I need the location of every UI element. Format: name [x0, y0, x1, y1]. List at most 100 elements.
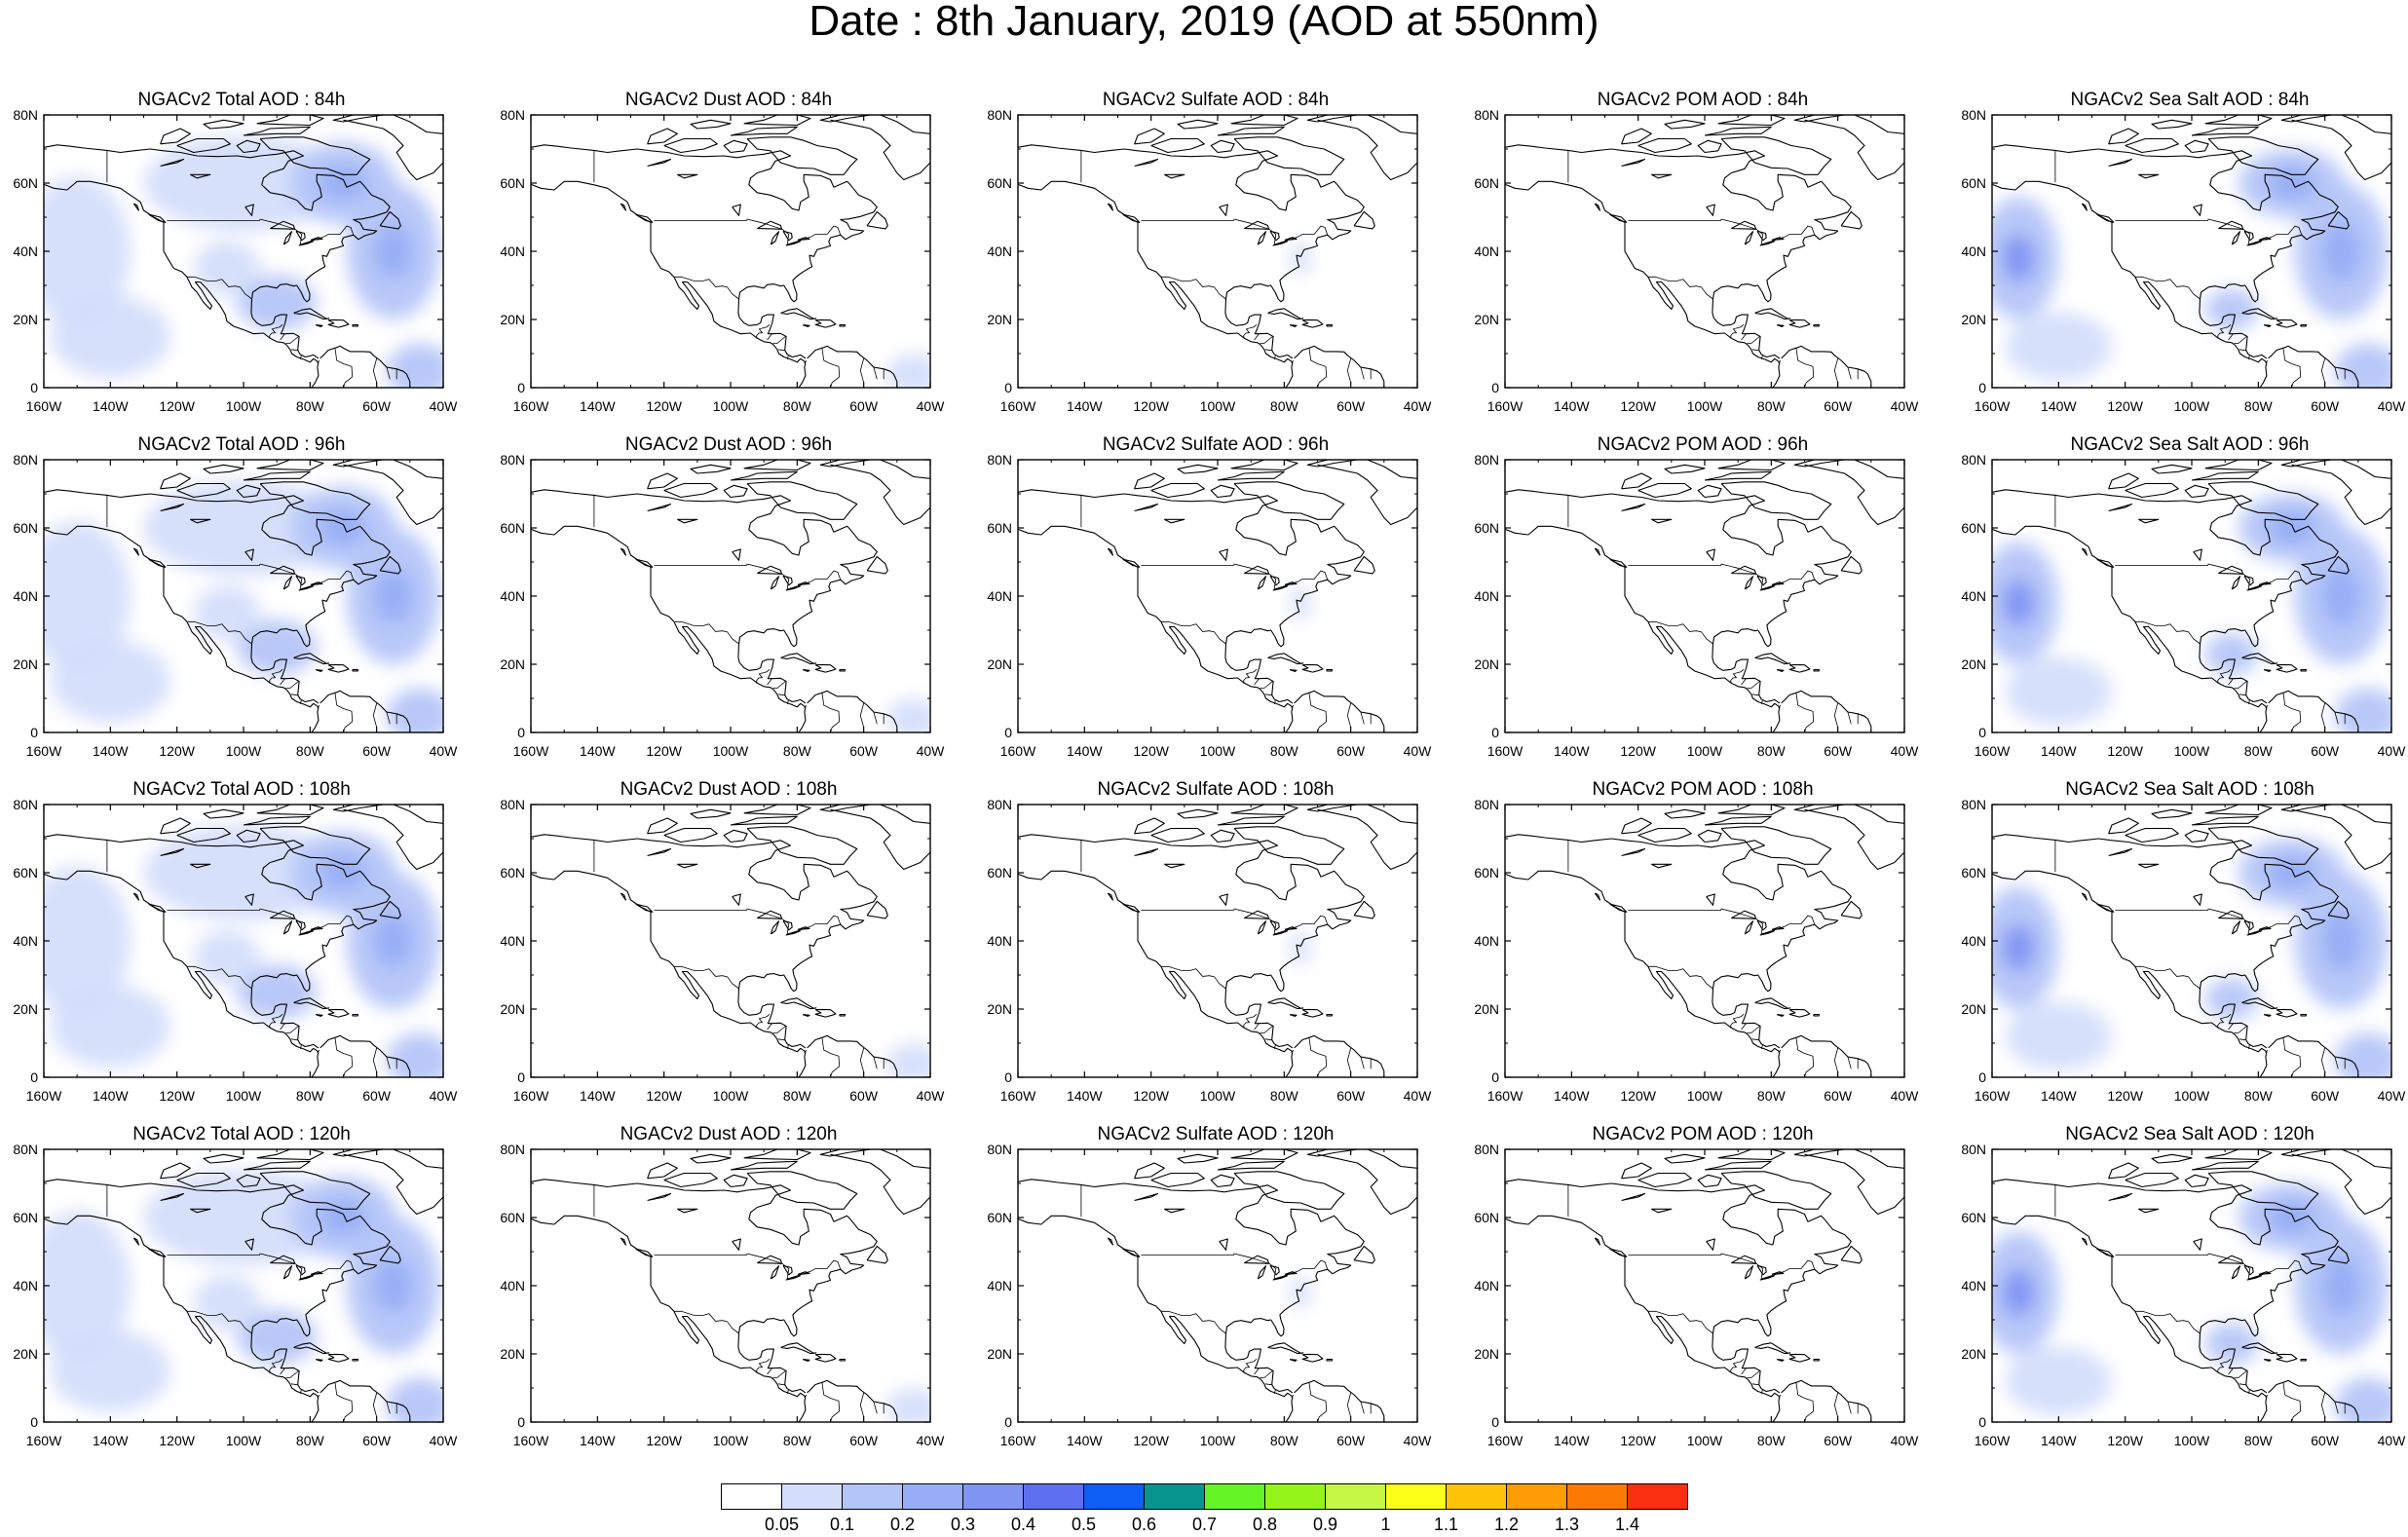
panel-title: NGACv2 Sea Salt AOD : 120h	[2065, 1124, 2314, 1144]
lon-tick-label: 120W	[1133, 398, 1169, 414]
lon-tick-label: 120W	[159, 398, 195, 414]
country-borders	[2054, 495, 2346, 732]
lon-tick-label: 140W	[2041, 398, 2077, 414]
aod-plume	[44, 1211, 131, 1361]
lon-tick-label: 60W	[362, 1088, 392, 1104]
aod-plume	[2005, 1002, 2112, 1070]
lon-tick-label: 140W	[2041, 1088, 2077, 1104]
panel-title: NGACv2 Total AOD : 84h	[137, 90, 346, 110]
lat-tick-label: 80N	[1961, 1143, 1986, 1157]
lat-tick-label: 80N	[500, 799, 525, 812]
lon-tick-label: 80W	[296, 1088, 325, 1104]
colorbar-label: 0.8	[1253, 1515, 1277, 1532]
lon-tick-label: 120W	[159, 743, 195, 759]
aod-plume	[886, 1043, 930, 1077]
lat-tick-label: 40N	[987, 933, 1012, 949]
panel-title: NGACv2 Total AOD : 120h	[132, 1124, 351, 1144]
lon-tick-label: 40W	[1891, 398, 1920, 414]
lat-tick-label: 80N	[1474, 454, 1499, 468]
panel-title: NGACv2 Dust AOD : 84h	[624, 90, 833, 110]
aod-plume	[373, 224, 414, 279]
lat-tick-label: 0	[1004, 1069, 1012, 1085]
lat-tick-label: 80N	[1474, 109, 1499, 123]
lon-tick-label: 120W	[646, 1433, 682, 1448]
lon-tick-label: 160W	[1487, 743, 1524, 759]
lat-tick-label: 60N	[1961, 865, 1986, 881]
aod-plume	[886, 1388, 930, 1422]
lon-tick-label: 100W	[1200, 398, 1236, 414]
aod-plume	[2204, 633, 2259, 675]
aod-plume	[237, 619, 318, 675]
aod-plume	[50, 295, 170, 378]
lon-tick-label: 80W	[296, 398, 325, 414]
lat-tick-label: 80N	[13, 1143, 38, 1157]
lon-tick-label: 160W	[1000, 398, 1036, 414]
panel-title: NGACv2 Dust AOD : 108h	[620, 779, 838, 800]
lon-tick-label: 160W	[513, 743, 549, 759]
lon-tick-label: 60W	[2311, 1433, 2340, 1448]
lat-tick-label: 20N	[1474, 656, 1499, 672]
aod-plume	[2334, 1377, 2391, 1422]
country-borders	[1080, 1184, 1372, 1422]
colorbar-label: 1.4	[1615, 1515, 1639, 1532]
map-plot: 0 20N 40N 60N 80N 160W 140W 120W 100W 80W 60W 40W	[1961, 109, 2406, 414]
map-plot: 0 20N 40N 60N 80N 160W 140W 120W 100W 80W 60W 40W	[500, 454, 945, 759]
lon-tick-label: 80W	[2244, 398, 2274, 414]
aod-plume	[237, 964, 318, 1020]
lat-tick-label: 20N	[1474, 312, 1499, 327]
map-panel-sulfate-84h: NGACv2 Sulfate AOD : 84h 0 20N 40N 60N 80N 160…	[987, 86, 1503, 431]
map-panel-grid: NGACv2 Total AOD : 84h 0 20N 40N 60N 80N 160W 1…	[13, 86, 2408, 1448]
panel-title: NGACv2 Dust AOD : 96h	[624, 434, 833, 455]
lon-tick-label: 80W	[783, 398, 812, 414]
lat-tick-label: 20N	[500, 1001, 525, 1017]
lat-tick-label: 0	[517, 380, 525, 395]
colorbar-swatch	[1325, 1483, 1386, 1510]
map-plot: 0 20N 40N 60N 80N 160W 140W 120W 100W 80W 60W 40W	[13, 799, 459, 1104]
lon-tick-label: 160W	[1000, 1088, 1036, 1104]
aod-colorbar: 0.05 0.1 0.2 0.3 0.4 0.5 0.6 0.7 0.8 0.9 1 1.1 1.2 1.…	[721, 1483, 1707, 1537]
lon-tick-label: 40W	[430, 1433, 459, 1448]
map-panel-dust-84h: NGACv2 Dust AOD : 84h 0 20N 40N 60N 80N 160W 14…	[500, 86, 1016, 431]
lon-tick-label: 40W	[430, 1088, 459, 1104]
lat-tick-label: 80N	[1961, 454, 1986, 468]
lon-tick-label: 160W	[1975, 1088, 2011, 1104]
map-plot: 0 20N 40N 60N 80N 160W 140W 120W 100W 80W 60W 40W	[500, 799, 945, 1104]
aod-plume	[2334, 343, 2391, 388]
coastlines	[531, 805, 930, 1077]
lat-tick-label: 20N	[500, 1346, 525, 1362]
lon-tick-label: 120W	[1133, 743, 1169, 759]
lon-tick-label: 40W	[1404, 1433, 1433, 1448]
lat-tick-label: 0	[30, 380, 38, 395]
lon-tick-label: 60W	[1336, 1088, 1366, 1104]
lon-tick-label: 160W	[1000, 1433, 1036, 1448]
map-panel-seasalt-84h: NGACv2 Sea Salt AOD : 84h 0 20N 40N 60N 80N 16…	[1961, 86, 2408, 431]
lon-tick-label: 40W	[1891, 1088, 1920, 1104]
lon-tick-label: 40W	[430, 398, 459, 414]
lon-tick-label: 100W	[713, 398, 749, 414]
colorbar-swatch	[1264, 1483, 1326, 1510]
lon-tick-label: 100W	[1687, 743, 1723, 759]
lat-tick-label: 60N	[987, 520, 1012, 536]
lon-tick-label: 100W	[1687, 1433, 1723, 1448]
aod-plume	[2002, 234, 2036, 282]
lat-tick-label: 80N	[1961, 799, 1986, 812]
lat-tick-label: 20N	[1961, 312, 1986, 327]
coastlines	[1992, 805, 2391, 1077]
country-borders	[593, 495, 884, 732]
lat-tick-label: 0	[1004, 380, 1012, 395]
lon-tick-label: 160W	[26, 1433, 62, 1448]
lon-tick-label: 120W	[2107, 743, 2143, 759]
lon-tick-label: 120W	[1620, 743, 1656, 759]
lat-tick-label: 40N	[1961, 588, 1986, 604]
lon-tick-label: 40W	[2378, 1433, 2407, 1448]
lat-tick-label: 40N	[1474, 588, 1499, 604]
aod-plume	[2321, 910, 2362, 972]
colorbar-swatch	[842, 1483, 903, 1510]
lat-tick-label: 80N	[987, 454, 1012, 468]
map-plot: 0 20N 40N 60N 80N 160W 140W 120W 100W 80W 60W 40W	[1474, 1143, 1919, 1448]
lon-tick-label: 140W	[2041, 743, 2077, 759]
coastlines	[1992, 115, 2391, 388]
lat-tick-label: 40N	[1474, 1278, 1499, 1293]
aod-plume	[50, 985, 170, 1068]
lon-tick-label: 120W	[2107, 1433, 2143, 1448]
